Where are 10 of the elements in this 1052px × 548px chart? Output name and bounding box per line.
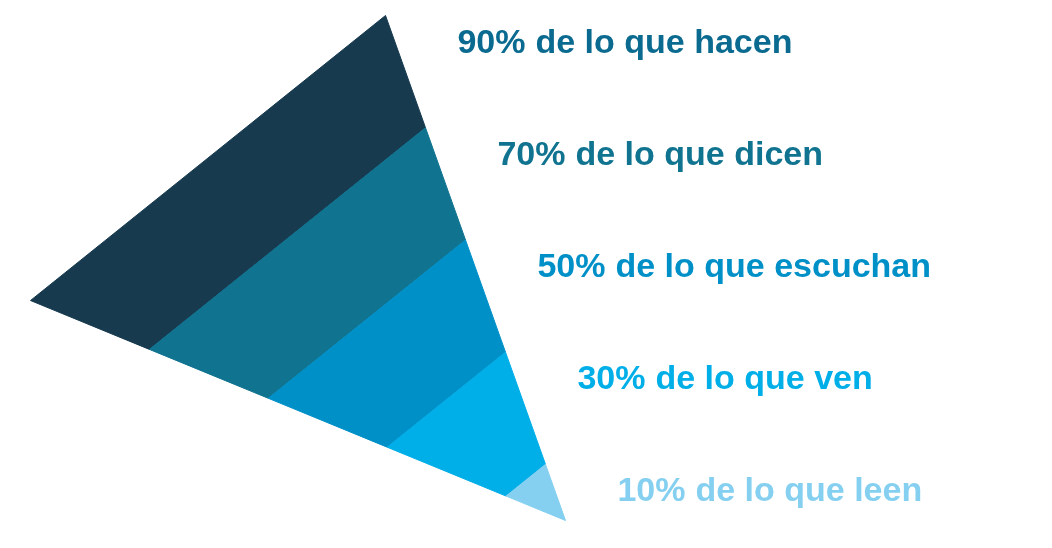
category-label: de lo que ven [655, 358, 873, 397]
category-label: de lo que hacen [535, 21, 793, 60]
data-label: 50% [537, 245, 606, 284]
category-label: de lo que leen [695, 470, 923, 509]
data-label: 90% [457, 21, 526, 60]
data-label: 30% [577, 358, 646, 397]
category-label: de lo que escuchan [615, 245, 932, 284]
category-label: de lo que dicen [575, 133, 823, 172]
data-label: 70% [497, 133, 566, 172]
data-label: 10% [617, 470, 686, 509]
